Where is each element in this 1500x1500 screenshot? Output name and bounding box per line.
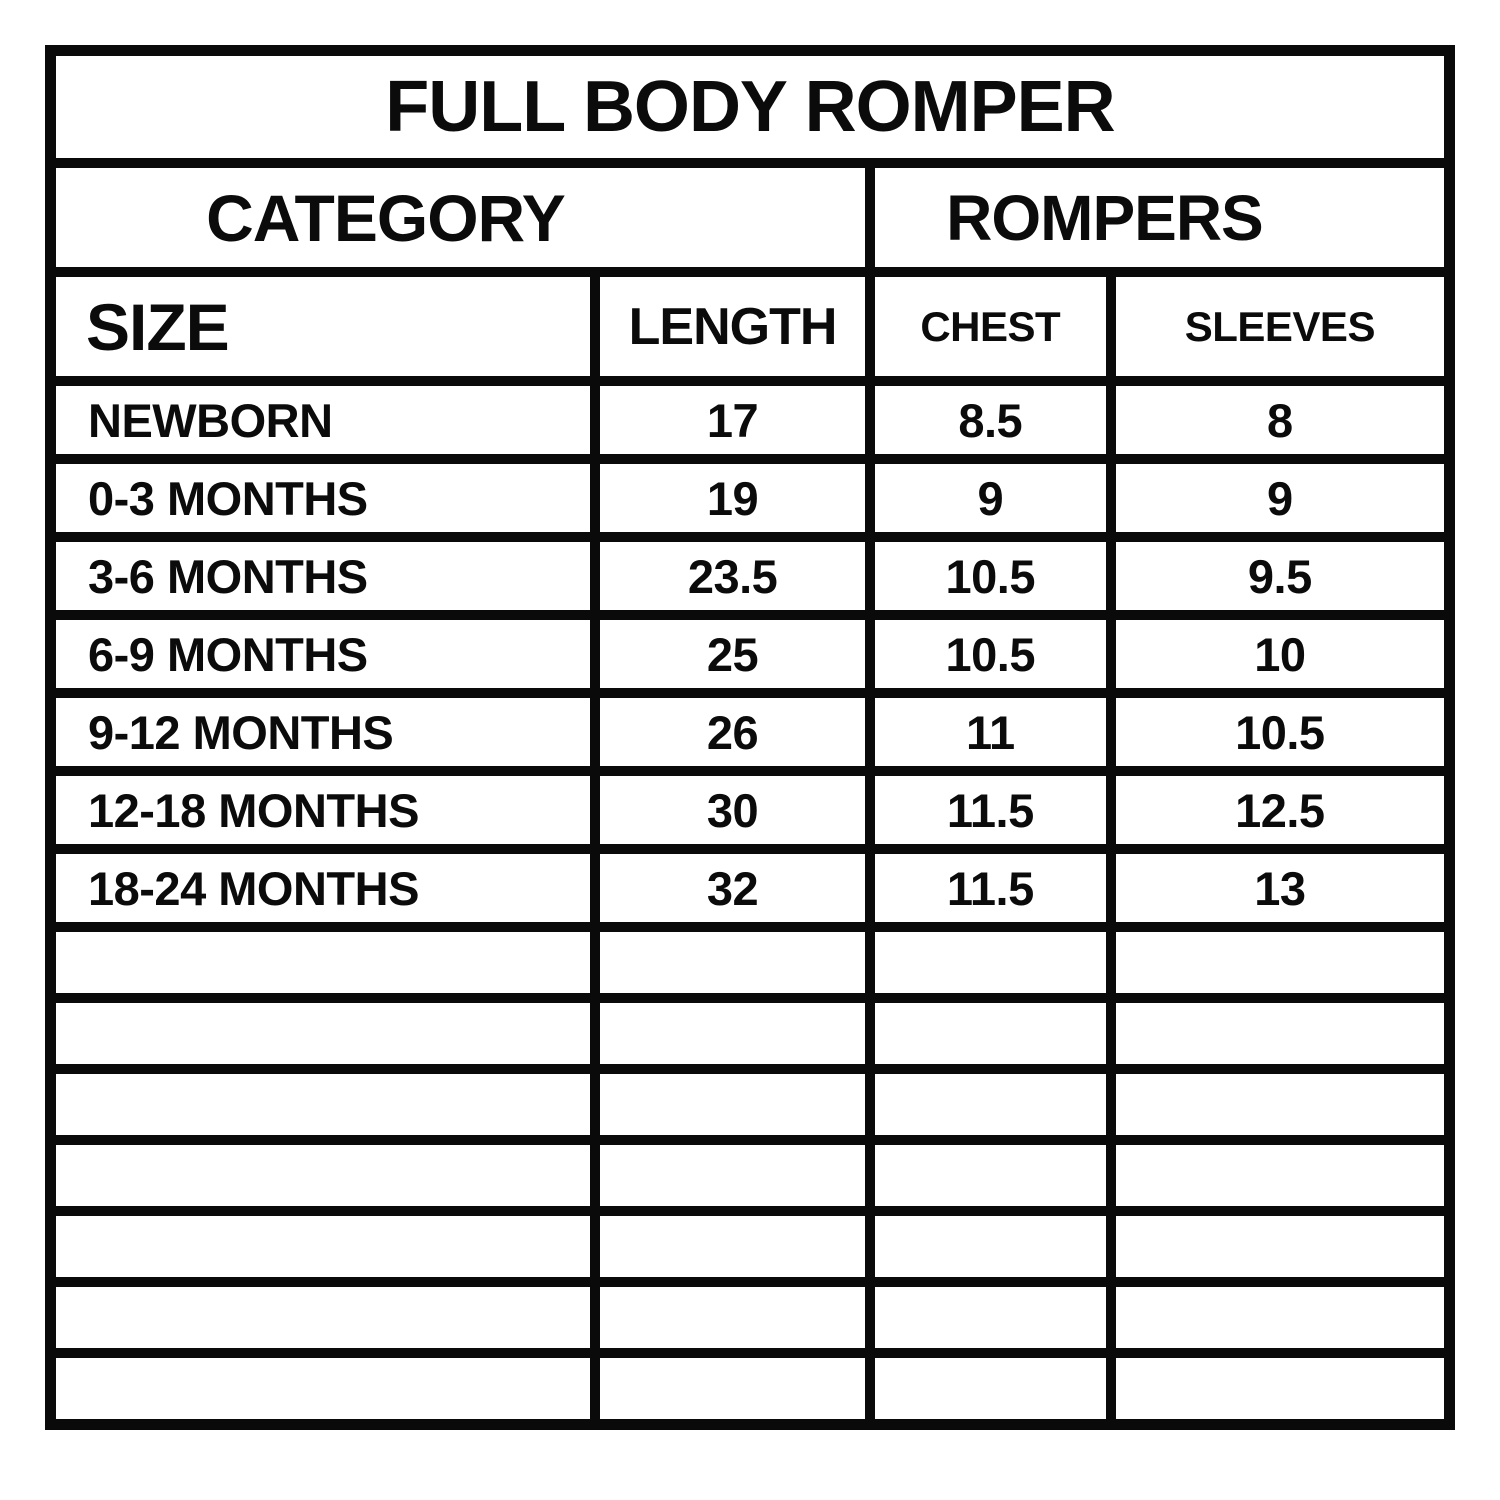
empty-cell	[56, 1145, 591, 1206]
column-header-chest: CHEST	[874, 277, 1106, 376]
cell-0-3-chest: 9	[874, 464, 1106, 532]
cell-3-6-length: 23.5	[600, 542, 865, 610]
column-header-size: SIZE	[56, 277, 591, 376]
empty-cell	[56, 1003, 591, 1064]
empty-cell	[1115, 1216, 1444, 1277]
empty-cell	[874, 1216, 1106, 1277]
empty-cell	[600, 1145, 865, 1206]
empty-cell	[874, 932, 1106, 993]
cell-newborn-length: 17	[600, 386, 865, 454]
cell-12-18-length: 30	[600, 776, 865, 844]
cell-newborn-chest: 8.5	[874, 386, 1106, 454]
table-title: FULL BODY ROMPER	[56, 56, 1444, 158]
empty-cell	[874, 1003, 1106, 1064]
row-label-12-18-months: 12-18 MONTHS	[56, 776, 591, 844]
empty-cell	[600, 1003, 865, 1064]
row-label-18-24-months: 18-24 MONTHS	[56, 854, 591, 922]
cell-0-3-sleeves: 9	[1115, 464, 1444, 532]
empty-cell	[1115, 1358, 1444, 1419]
empty-cell	[600, 1216, 865, 1277]
empty-cell	[600, 1287, 865, 1348]
column-header-length: LENGTH	[600, 277, 865, 376]
empty-cell	[56, 1287, 591, 1348]
empty-cell	[874, 1287, 1106, 1348]
category-value-cell: ROMPERS	[874, 168, 1444, 267]
cell-3-6-chest: 10.5	[874, 542, 1106, 610]
cell-6-9-sleeves: 10	[1115, 620, 1444, 688]
cell-9-12-sleeves: 10.5	[1115, 698, 1444, 766]
cell-6-9-chest: 10.5	[874, 620, 1106, 688]
empty-cell	[56, 932, 591, 993]
empty-cell	[1115, 1003, 1444, 1064]
row-label-6-9-months: 6-9 MONTHS	[56, 620, 591, 688]
empty-cell	[600, 1358, 865, 1419]
row-label-newborn: NEWBORN	[56, 386, 591, 454]
cell-18-24-chest: 11.5	[874, 854, 1106, 922]
empty-cell	[1115, 932, 1444, 993]
size-chart-table: FULL BODY ROMPER CATEGORY ROMPERS SIZE L…	[45, 45, 1455, 1430]
row-label-9-12-months: 9-12 MONTHS	[56, 698, 591, 766]
empty-cell	[1115, 1287, 1444, 1348]
empty-cell	[56, 1074, 591, 1135]
cell-12-18-sleeves: 12.5	[1115, 776, 1444, 844]
column-header-sleeves: SLEEVES	[1115, 277, 1444, 376]
empty-cell	[874, 1358, 1106, 1419]
empty-cell	[874, 1145, 1106, 1206]
cell-9-12-length: 26	[600, 698, 865, 766]
cell-3-6-sleeves: 9.5	[1115, 542, 1444, 610]
empty-cell	[600, 1074, 865, 1135]
cell-0-3-length: 19	[600, 464, 865, 532]
empty-cell	[874, 1074, 1106, 1135]
cell-18-24-length: 32	[600, 854, 865, 922]
category-label-cell: CATEGORY	[56, 168, 865, 267]
empty-cell	[56, 1216, 591, 1277]
empty-cell	[600, 932, 865, 993]
empty-cell	[56, 1358, 591, 1419]
row-label-0-3-months: 0-3 MONTHS	[56, 464, 591, 532]
cell-18-24-sleeves: 13	[1115, 854, 1444, 922]
cell-newborn-sleeves: 8	[1115, 386, 1444, 454]
cell-12-18-chest: 11.5	[874, 776, 1106, 844]
cell-9-12-chest: 11	[874, 698, 1106, 766]
empty-cell	[1115, 1145, 1444, 1206]
empty-cell	[1115, 1074, 1444, 1135]
cell-6-9-length: 25	[600, 620, 865, 688]
row-label-3-6-months: 3-6 MONTHS	[56, 542, 591, 610]
